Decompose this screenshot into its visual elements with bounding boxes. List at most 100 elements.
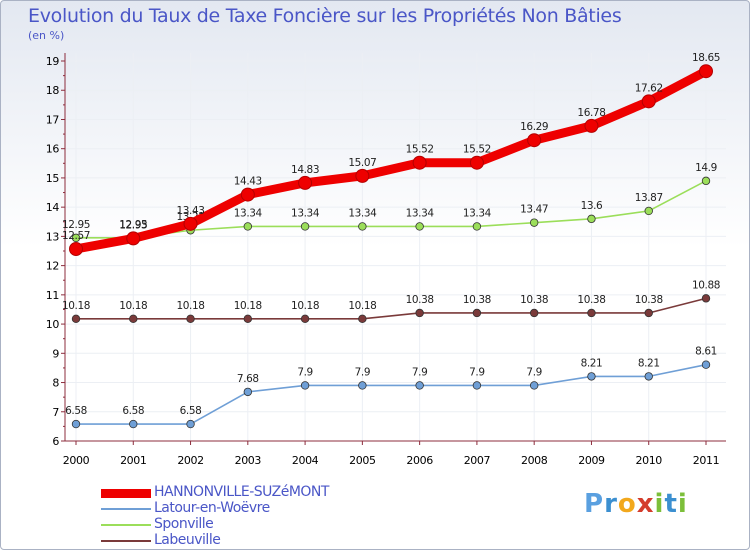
data-point-labeuville-2004 — [300, 314, 310, 324]
x-tick-label-2001: 2001 — [120, 454, 146, 467]
data-point-sponville-2008 — [529, 218, 539, 227]
data-point-sponville-2004 — [300, 222, 310, 231]
data-point-latour-en-wo-vre-2004 — [300, 381, 310, 390]
legend-swatch-hannonville-suz-mont — [101, 489, 151, 498]
data-label-latour-en-wo-vre-2010: 8.21 — [638, 357, 660, 369]
data-point-sponville-2009 — [587, 214, 596, 224]
y-tick-label-18: 18 — [46, 84, 60, 97]
x-tick-label-2005: 2005 — [349, 454, 376, 467]
legend-swatch-sponville — [101, 524, 151, 526]
y-tick-label-16: 16 — [46, 143, 60, 156]
data-point-latour-en-wo-vre-2005 — [358, 381, 367, 390]
legend-swatch-latour-en-wo-vre — [101, 508, 151, 510]
logo-letter: x — [636, 489, 655, 519]
data-label-latour-en-wo-vre-2005: 7.9 — [355, 366, 371, 378]
logo-letter: i — [654, 489, 665, 519]
data-label-latour-en-wo-vre-2006: 7.9 — [412, 366, 428, 378]
data-point-sponville-2006 — [415, 222, 424, 231]
legend-label-latour-en-wo-vre: Latour-en-Woëvre — [154, 500, 270, 516]
x-tick-label-2003: 2003 — [235, 454, 262, 467]
x-tick-label-2002: 2002 — [177, 454, 203, 467]
data-label-hannonville-suz-mont-2007: 15.52 — [463, 144, 491, 156]
data-point-hannonville-suz-mont-2007 — [469, 155, 484, 170]
data-label-latour-en-wo-vre-2007: 7.9 — [469, 366, 485, 378]
series-line-latour-en-wo-vre — [75, 363, 707, 425]
data-point-sponville-2000 — [71, 233, 81, 243]
logo-letter: i — [677, 489, 688, 519]
data-point-labeuville-2002 — [186, 314, 195, 324]
logo-letter: t — [664, 489, 678, 519]
data-label-sponville-2003: 13.34 — [234, 207, 263, 219]
y-tick-label-9: 9 — [52, 347, 59, 360]
y-tick-label-14: 14 — [46, 201, 60, 214]
data-label-sponville-2007: 13.34 — [463, 207, 492, 219]
series-line-labeuville — [75, 297, 707, 320]
data-label-labeuville-2007: 10.38 — [463, 294, 491, 306]
data-label-hannonville-suz-mont-2011: 18.65 — [692, 52, 720, 64]
data-label-latour-en-wo-vre-2003: 7.68 — [237, 373, 259, 385]
data-label-hannonville-suz-mont-2003: 14.43 — [234, 176, 262, 188]
series-latour-en-wo-vre: 6.58 6.58 6.58 7.68 7.9 7.9 7.9 7.9 7.9 8.21 8.21 8… — [65, 346, 717, 429]
data-label-labeuville-2010: 10.38 — [635, 294, 663, 306]
data-point-labeuville-2011 — [701, 294, 711, 303]
data-label-sponville-2004: 13.34 — [291, 207, 320, 219]
data-point-labeuville-2003 — [243, 314, 253, 324]
legend-label-sponville: Sponville — [154, 516, 214, 532]
data-point-latour-en-wo-vre-2006 — [415, 381, 424, 390]
data-label-hannonville-suz-mont-2001: 12.93 — [119, 219, 147, 231]
data-label-labeuville-2004: 10.18 — [291, 300, 319, 312]
data-point-latour-en-wo-vre-2001 — [129, 419, 138, 429]
data-label-latour-en-wo-vre-2000: 6.58 — [65, 405, 87, 417]
data-label-labeuville-2002: 10.18 — [177, 300, 205, 312]
data-label-latour-en-wo-vre-2002: 6.58 — [180, 405, 202, 417]
data-label-sponville-2011: 14.9 — [695, 162, 717, 174]
x-tick-label-2009: 2009 — [578, 454, 605, 467]
x-tick-label-2007: 2007 — [464, 454, 491, 467]
data-label-sponville-2009: 13.6 — [581, 200, 603, 212]
data-label-hannonville-suz-mont-2000: 12.57 — [62, 230, 90, 242]
y-tick-label-6: 6 — [52, 435, 59, 448]
data-point-hannonville-suz-mont-2008 — [527, 133, 542, 148]
data-label-hannonville-suz-mont-2005: 15.07 — [348, 157, 376, 169]
y-axis-unit-label: (en %) — [28, 29, 65, 42]
logo-letter: o — [617, 489, 637, 519]
y-tick-label-13: 13 — [46, 230, 60, 243]
data-label-latour-en-wo-vre-2009: 8.21 — [581, 357, 603, 369]
data-label-hannonville-suz-mont-2008: 16.29 — [520, 121, 548, 133]
data-point-labeuville-2008 — [529, 308, 539, 318]
data-label-latour-en-wo-vre-2004: 7.9 — [297, 366, 313, 378]
series-line-sponville — [75, 180, 707, 239]
y-tick-label-19: 19 — [46, 55, 60, 68]
x-tick-label-2008: 2008 — [521, 454, 548, 467]
data-point-sponville-2011 — [701, 176, 711, 186]
x-tick-label-2004: 2004 — [292, 454, 319, 467]
data-point-hannonville-suz-mont-2004 — [298, 175, 313, 190]
y-tick-label-11: 11 — [46, 289, 59, 302]
data-label-latour-en-wo-vre-2011: 8.61 — [695, 346, 717, 358]
data-point-sponville-2003 — [243, 222, 253, 231]
legend-label-hannonville-suz-mont: HANNONVILLE-SUZéMONT — [154, 484, 329, 500]
data-point-latour-en-wo-vre-2000 — [71, 419, 81, 429]
data-label-sponville-2008: 13.47 — [520, 204, 548, 216]
data-point-hannonville-suz-mont-2011 — [699, 64, 713, 79]
data-point-labeuville-2000 — [71, 314, 81, 324]
y-tick-label-15: 15 — [46, 172, 60, 185]
grid — [65, 53, 726, 442]
series-hannonville-suz-mont: 12.57 12.93 13.43 14.43 14.83 15.07 15.52 15.52… — [62, 52, 720, 256]
data-label-labeuville-2001: 10.18 — [119, 300, 147, 312]
data-label-hannonville-suz-mont-2006: 15.52 — [406, 144, 434, 156]
series-line-hannonville-suz-mont — [71, 66, 711, 254]
data-label-labeuville-2011: 10.88 — [692, 279, 720, 291]
data-point-labeuville-2009 — [587, 308, 596, 318]
data-point-latour-en-wo-vre-2003 — [243, 387, 253, 397]
data-point-sponville-2005 — [358, 222, 367, 231]
data-label-labeuville-2005: 10.18 — [348, 300, 376, 312]
data-label-labeuville-2006: 10.38 — [406, 294, 434, 306]
data-point-sponville-2010 — [644, 206, 653, 216]
chart-legend: HANNONVILLE-SUZéMONT Latour-en-Woëvre Spon… — [101, 484, 401, 549]
y-tick-label-10: 10 — [46, 318, 60, 331]
data-point-labeuville-2010 — [644, 308, 653, 318]
data-point-labeuville-2005 — [358, 314, 367, 324]
x-tick-label-2006: 2006 — [406, 454, 433, 467]
